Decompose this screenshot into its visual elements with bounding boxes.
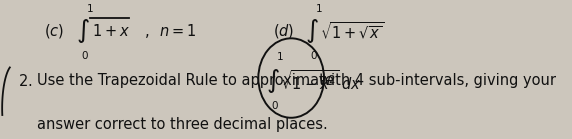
Text: $0$: $0$: [271, 99, 279, 111]
Text: answer correct to three decimal places.: answer correct to three decimal places.: [37, 117, 328, 132]
Text: $0$: $0$: [81, 49, 89, 61]
Text: $\int$: $\int$: [266, 67, 280, 95]
Text: $1$: $1$: [276, 50, 283, 62]
Text: $\sqrt{1+\sqrt{x}}$: $\sqrt{1+\sqrt{x}}$: [320, 21, 384, 42]
Text: $\int$: $\int$: [305, 18, 319, 45]
Text: $(d)$: $(d)$: [273, 23, 295, 40]
Text: $1$: $1$: [315, 2, 322, 14]
Text: $\int$: $\int$: [76, 18, 90, 45]
Text: $\sqrt{1-x^2}\;dx$: $\sqrt{1-x^2}\;dx$: [280, 69, 362, 93]
Text: $1+x$: $1+x$: [92, 23, 130, 39]
Text: $2.$: $2.$: [18, 73, 32, 89]
Text: $1$: $1$: [86, 2, 93, 14]
Text: $0$: $0$: [309, 49, 317, 61]
Text: $(c)$: $(c)$: [45, 23, 65, 40]
Text: Use the Trapezoidal Rule to approximate: Use the Trapezoidal Rule to approximate: [37, 73, 334, 88]
Text: $,\;\;n=1$: $,\;\;n=1$: [144, 23, 197, 40]
Text: with 4 sub-intervals, giving your: with 4 sub-intervals, giving your: [319, 73, 557, 88]
